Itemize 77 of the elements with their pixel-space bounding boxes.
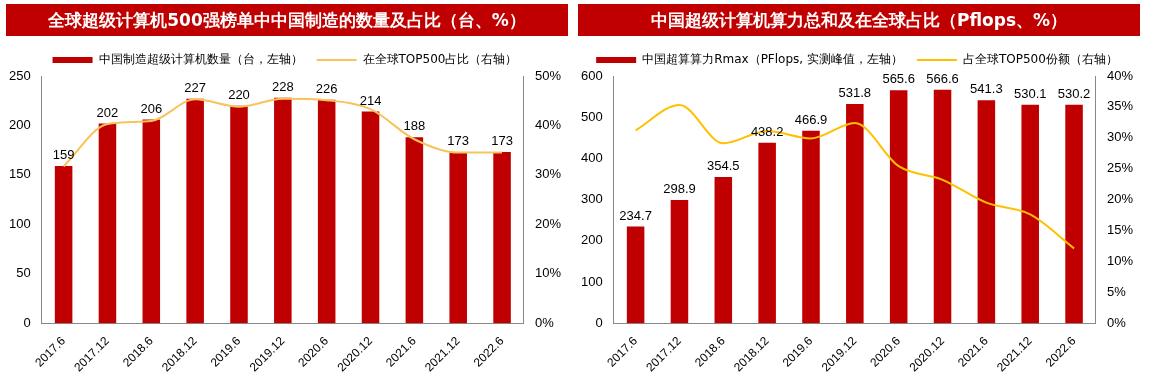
- data-label: 354.5: [707, 158, 740, 174]
- data-label: 228: [271, 78, 294, 94]
- bar: [230, 105, 248, 324]
- data-label: 298.9: [663, 181, 696, 197]
- data-label: 466.9: [794, 111, 828, 127]
- bar: [317, 99, 336, 324]
- y-tick-label: 300: [580, 191, 603, 207]
- y2-tick-label: 15%: [1106, 222, 1134, 238]
- y-tick-label: 0: [595, 314, 603, 330]
- bar: [846, 104, 864, 324]
- bar: [626, 226, 645, 324]
- legend-label: 占全球TOP500份额（右轴）: [962, 52, 1118, 67]
- bar: [977, 100, 996, 324]
- y2-tick-label: 20%: [1106, 191, 1134, 207]
- y2-tick-label: 40%: [534, 117, 562, 133]
- bar: [186, 98, 204, 324]
- data-label: 234.7: [619, 207, 652, 223]
- chart-title: 全球超级计算机500强榜单中中国制造的数量及占比（台、%）: [6, 4, 568, 36]
- y2-tick-label: 50%: [534, 67, 562, 83]
- bar: [98, 123, 117, 324]
- data-label: 541.3: [970, 81, 1003, 97]
- y2-tick-label: 30%: [534, 166, 562, 182]
- data-label: 188: [403, 118, 426, 134]
- y-tick-label: 600: [580, 67, 603, 83]
- y2-tick-label: 10%: [534, 265, 562, 281]
- y-tick-label: 200: [8, 117, 31, 133]
- y-tick-label: 200: [580, 232, 603, 248]
- y-tick-label: 100: [580, 273, 603, 289]
- bar: [361, 111, 380, 324]
- bar: [889, 90, 908, 324]
- bar: [274, 97, 292, 324]
- bar: [1021, 104, 1039, 324]
- data-label: 202: [96, 104, 119, 120]
- bar: [1065, 104, 1083, 324]
- data-label: 531.8: [838, 85, 872, 101]
- y2-tick-label: 0%: [1106, 314, 1127, 330]
- y2-tick-label: 5%: [1106, 283, 1127, 299]
- y-tick-label: 50: [16, 265, 31, 281]
- y2-tick-label: 30%: [1106, 129, 1134, 145]
- data-label: 159: [52, 147, 75, 163]
- data-label: 173: [447, 133, 470, 149]
- y-tick-label: 150: [8, 166, 31, 182]
- bar: [758, 142, 776, 324]
- chart-title: 中国超级计算机算力总和及在全球占比（Pflops、%）: [578, 4, 1140, 36]
- data-label: 530.1: [1013, 85, 1047, 101]
- data-label: 206: [140, 100, 163, 116]
- y2-tick-label: 25%: [1106, 160, 1134, 176]
- y-tick-label: 500: [580, 108, 603, 124]
- legend-label: 中国超算算力Rmax（PFlops, 实测峰值，左轴）: [642, 52, 903, 67]
- legend-label: 在全球TOP500占比（右轴）: [362, 52, 518, 67]
- bar: [449, 152, 467, 324]
- data-label: 226: [315, 80, 338, 96]
- data-label: 173: [491, 133, 513, 149]
- y2-tick-label: 20%: [534, 215, 562, 231]
- bar: [405, 137, 424, 324]
- bar: [493, 152, 511, 324]
- data-label: 566.6: [926, 70, 959, 86]
- bar: [54, 165, 73, 324]
- data-label: 220: [228, 86, 250, 102]
- bar: [142, 119, 161, 324]
- data-label: 530.2: [1057, 85, 1091, 101]
- data-label: 214: [359, 92, 382, 108]
- data-label: 565.6: [882, 71, 915, 87]
- bar: [802, 130, 820, 324]
- y2-tick-label: 40%: [1106, 67, 1134, 83]
- legend-label: 中国制造超级计算机数量（台，左轴）: [98, 52, 303, 67]
- data-label: 227: [184, 79, 206, 95]
- bar: [933, 89, 952, 324]
- y-tick-label: 400: [580, 149, 603, 165]
- y-tick-label: 100: [8, 215, 31, 231]
- bar: [670, 200, 689, 324]
- y2-tick-label: 0%: [534, 314, 555, 330]
- bar: [714, 177, 733, 324]
- y-tick-label: 250: [8, 67, 31, 83]
- y2-tick-label: 10%: [1106, 252, 1134, 268]
- y-tick-label: 0: [23, 314, 31, 330]
- y2-tick-label: 35%: [1106, 98, 1134, 114]
